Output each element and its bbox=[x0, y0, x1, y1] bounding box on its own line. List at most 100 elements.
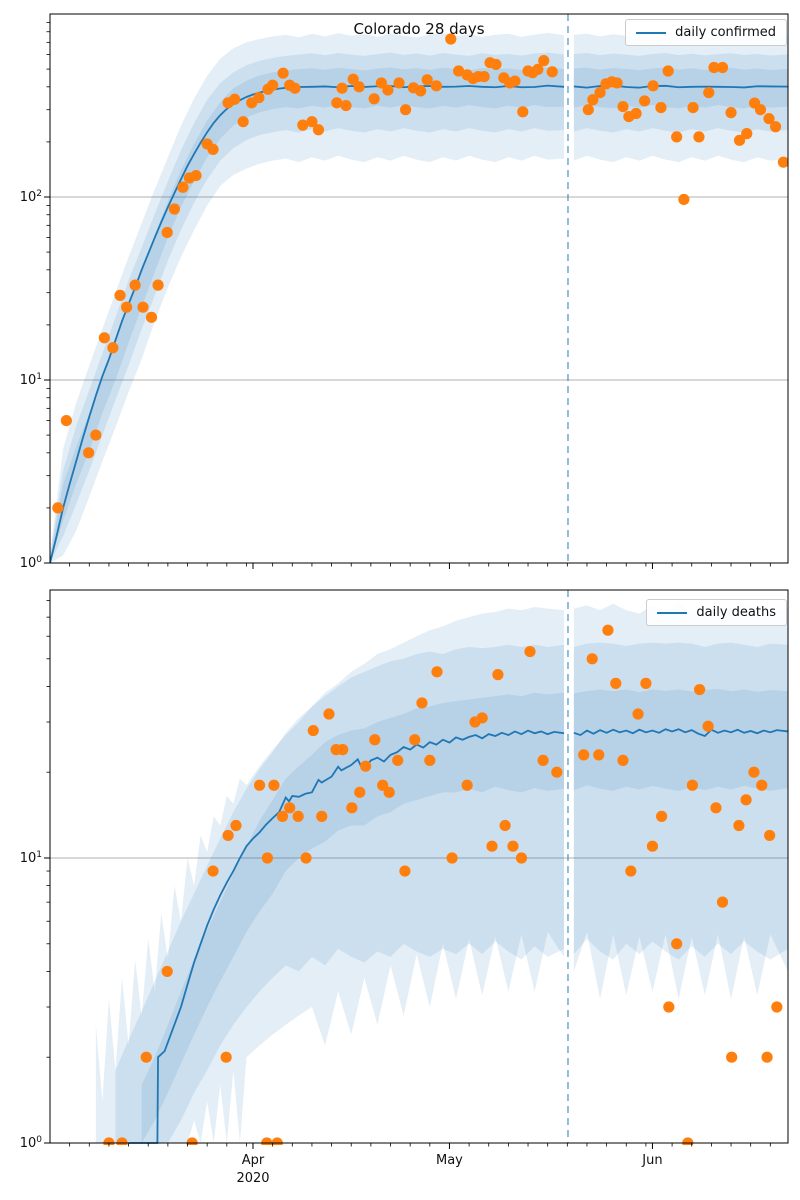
data-point bbox=[537, 754, 549, 767]
y-tick-label: 100 bbox=[20, 1135, 43, 1151]
data-point bbox=[207, 865, 219, 877]
x-tick-label: Apr bbox=[242, 1153, 265, 1168]
data-point bbox=[594, 86, 606, 99]
data-point bbox=[369, 734, 381, 746]
data-point bbox=[761, 1051, 773, 1063]
data-point bbox=[754, 104, 767, 116]
data-point bbox=[647, 80, 659, 92]
data-point bbox=[399, 104, 412, 116]
legend-daily-deaths: daily deaths bbox=[646, 599, 787, 626]
data-point bbox=[307, 724, 319, 737]
data-point bbox=[416, 697, 428, 709]
data-point bbox=[424, 754, 436, 767]
data-point bbox=[610, 677, 622, 689]
data-point bbox=[300, 852, 312, 864]
data-point bbox=[306, 116, 318, 128]
data-point bbox=[725, 107, 737, 119]
data-point bbox=[546, 66, 558, 78]
data-point bbox=[253, 779, 266, 791]
forecast-line bbox=[128, 729, 565, 1144]
confidence-band-inner bbox=[50, 67, 565, 563]
x-year-label: 2020 bbox=[236, 1171, 269, 1186]
data-point bbox=[741, 128, 753, 140]
data-point bbox=[611, 77, 623, 89]
data-point bbox=[267, 79, 279, 91]
plot-frame bbox=[49, 13, 789, 564]
data-point bbox=[421, 74, 433, 86]
data-point bbox=[693, 131, 705, 143]
data-point bbox=[354, 786, 366, 798]
data-point bbox=[431, 666, 443, 678]
data-point bbox=[375, 77, 387, 89]
confidence-band-middle bbox=[50, 52, 565, 563]
chart-title: Colorado 28 days bbox=[353, 20, 485, 38]
data-point bbox=[337, 744, 349, 756]
scatter-points bbox=[52, 33, 788, 514]
data-point bbox=[756, 779, 768, 791]
data-point bbox=[222, 829, 234, 842]
data-point bbox=[656, 810, 668, 822]
data-point bbox=[617, 754, 629, 767]
data-point bbox=[748, 766, 760, 778]
data-point bbox=[137, 301, 149, 313]
data-point bbox=[582, 104, 594, 116]
data-point bbox=[733, 819, 745, 832]
data-point bbox=[578, 749, 590, 761]
data-point bbox=[284, 802, 296, 814]
data-point bbox=[237, 116, 249, 128]
data-point bbox=[777, 156, 788, 168]
confidence-band-outer bbox=[573, 603, 788, 1000]
data-point bbox=[515, 852, 528, 864]
data-point bbox=[60, 414, 72, 427]
data-point bbox=[336, 82, 348, 94]
data-point bbox=[312, 124, 325, 136]
data-point bbox=[693, 683, 706, 696]
data-point bbox=[461, 779, 473, 791]
data-point bbox=[446, 852, 458, 864]
data-point bbox=[486, 840, 498, 852]
confidence-band-inner bbox=[573, 688, 788, 791]
data-point bbox=[532, 63, 544, 76]
data-point bbox=[630, 107, 642, 120]
data-point bbox=[107, 342, 119, 354]
data-point bbox=[716, 896, 729, 908]
data-point bbox=[740, 794, 752, 806]
data-point bbox=[230, 819, 242, 832]
data-point bbox=[316, 810, 328, 822]
data-point bbox=[347, 73, 359, 85]
data-point bbox=[346, 802, 358, 814]
data-point bbox=[277, 67, 289, 79]
data-point bbox=[121, 301, 133, 313]
data-point bbox=[710, 802, 722, 814]
data-point bbox=[360, 760, 372, 772]
data-point bbox=[83, 447, 95, 459]
data-point bbox=[764, 829, 776, 842]
data-point bbox=[678, 193, 690, 206]
data-point bbox=[687, 101, 699, 114]
data-point bbox=[129, 279, 141, 291]
data-point bbox=[769, 121, 782, 133]
forecast-line bbox=[573, 728, 788, 738]
data-point bbox=[662, 65, 674, 77]
data-point bbox=[593, 749, 605, 761]
data-point bbox=[253, 92, 265, 104]
data-point bbox=[551, 766, 563, 778]
data-point bbox=[716, 61, 729, 74]
data-point bbox=[229, 93, 241, 105]
data-point bbox=[392, 754, 404, 767]
confidence-band-inner bbox=[141, 692, 565, 1143]
confidence-band-middle bbox=[115, 644, 565, 1143]
data-point bbox=[276, 810, 289, 822]
data-point bbox=[702, 720, 714, 732]
data-point bbox=[207, 143, 219, 156]
data-point bbox=[671, 131, 683, 143]
data-point bbox=[292, 810, 304, 822]
data-point bbox=[478, 70, 490, 83]
legend-label: daily deaths bbox=[696, 605, 776, 620]
y-tick-label: 100 bbox=[20, 555, 43, 571]
data-point bbox=[509, 75, 521, 87]
y-tick-label: 101 bbox=[20, 372, 42, 388]
data-point bbox=[268, 779, 280, 791]
y-tick-label: 102 bbox=[20, 189, 42, 205]
